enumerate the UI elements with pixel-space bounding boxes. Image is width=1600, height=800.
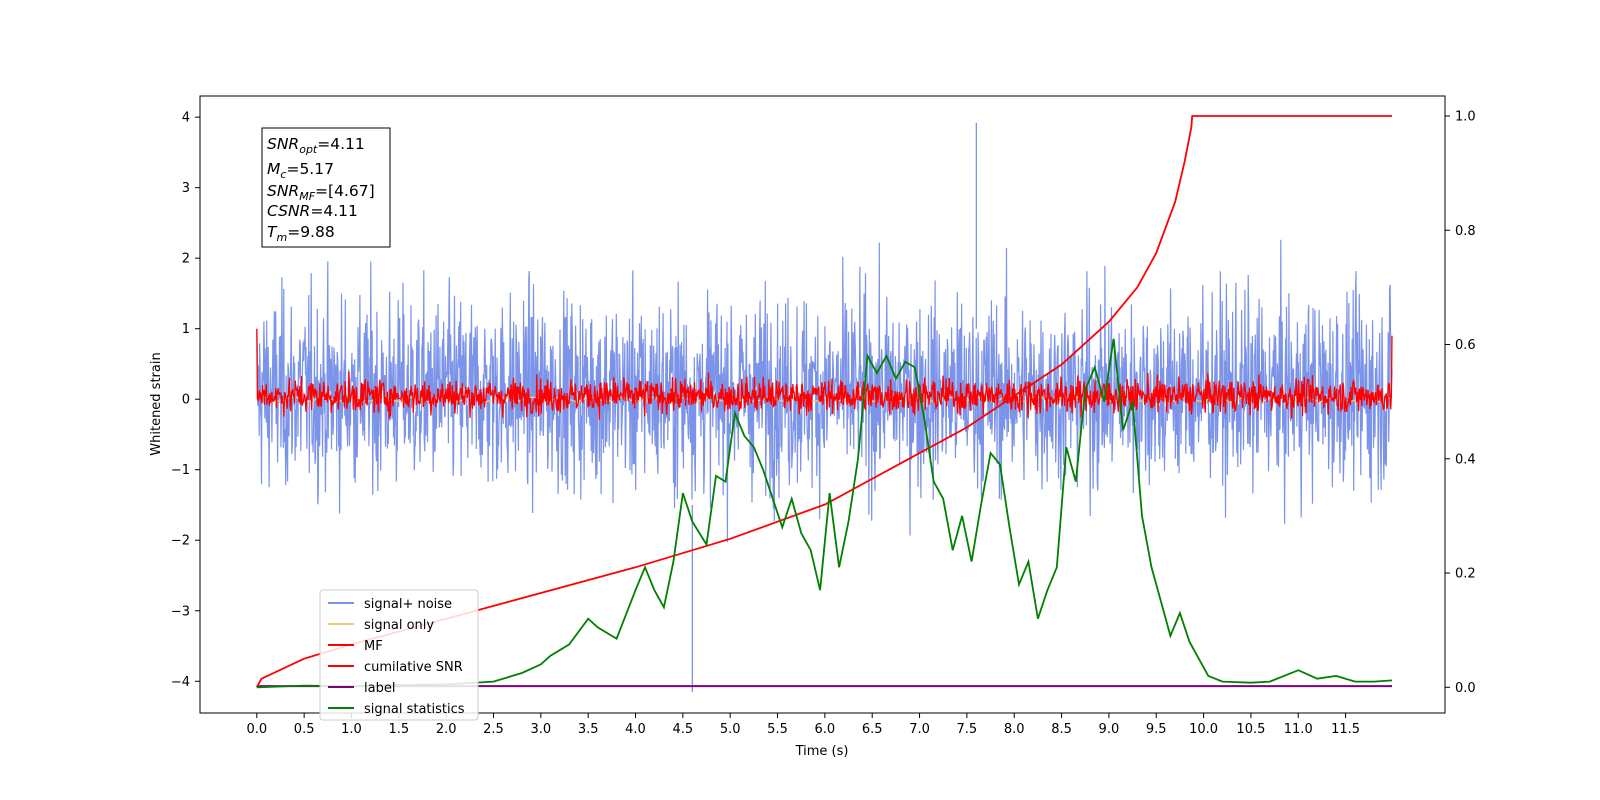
y2-tick-label: 1.0	[1455, 109, 1476, 124]
info-box: SNRopt=4.11 Mc=5.17 SNRMF=[4.67] CSNR=4.…	[261, 127, 391, 248]
info-snr-opt: SNRopt=4.11	[267, 135, 365, 156]
x-tick-label: 4.0	[625, 722, 646, 737]
y2-tick-label: 0.8	[1455, 224, 1476, 239]
x-tick-label: 11.5	[1331, 722, 1360, 737]
x-tick-label: 2.0	[436, 722, 457, 737]
series-mf	[256, 328, 1393, 420]
y2-ticks: 0.0 0.2 0.4 0.6 0.8 1.0	[1445, 109, 1476, 696]
legend-frame	[319, 589, 479, 721]
y2-tick-label: 0.0	[1455, 681, 1476, 696]
y-tick-label: 2	[182, 252, 190, 267]
info-box-frame	[261, 127, 391, 248]
y2-tick-label: 0.2	[1455, 567, 1476, 582]
x-tick-label: 3.0	[530, 722, 551, 737]
y2-tick-label: 0.4	[1455, 452, 1476, 467]
x-tick-label: 3.5	[578, 722, 599, 737]
info-snr-mf: SNRMF=[4.67]	[267, 182, 375, 203]
info-csnr: CSNR=4.11	[267, 202, 358, 220]
y-tick-label: 3	[182, 181, 190, 196]
legend-label-signal-only: signal only	[364, 618, 434, 633]
x-tick-label: 6.5	[862, 722, 883, 737]
x-tick-label: 4.5	[673, 722, 694, 737]
plot-frame	[199, 95, 1446, 714]
x-tick-label: 8.5	[1051, 722, 1072, 737]
x-ticks: 0.0 0.5 1.0 1.5 2.0 2.5 3.0 3.5 4.0 4.5 5.0 5.5 6.0 6…	[246, 713, 1360, 737]
x-axis-label: Time (s)	[795, 744, 849, 759]
x-tick-label: 2.5	[483, 722, 504, 737]
y-tick-label: 4	[182, 111, 190, 126]
x-tick-label: 7.0	[909, 722, 930, 737]
y-axis-label: Whitened strain	[149, 352, 164, 455]
series-signal-statistics	[256, 338, 1393, 689]
series-signal-noise	[256, 239, 1393, 543]
x-tick-label: 9.0	[1099, 722, 1120, 737]
info-mc: Mc=5.17	[267, 160, 334, 181]
info-tm: Tm=9.88	[267, 223, 335, 244]
x-tick-label: 10.0	[1189, 722, 1218, 737]
legend-label-cumulative-snr: cumilative SNR	[364, 660, 463, 675]
y-tick-label: −2	[171, 534, 190, 549]
y-ticks: −4 −3 −2 −1 0 1 2 3 4	[171, 111, 200, 690]
x-tick-label: 5.0	[720, 722, 741, 737]
y-tick-label: 1	[182, 322, 190, 337]
y-tick-label: −4	[171, 675, 190, 690]
x-tick-label: 6.0	[815, 722, 836, 737]
y2-tick-label: 0.6	[1455, 338, 1476, 353]
x-tick-label: 0.5	[294, 722, 315, 737]
legend-label-signal-statistics: signal statistics	[364, 702, 465, 717]
y-tick-label: −1	[171, 463, 190, 478]
legend-label-label: label	[364, 681, 395, 696]
x-tick-label: 1.0	[341, 722, 362, 737]
y-tick-label: 0	[182, 393, 190, 408]
x-tick-label: 0.0	[246, 722, 267, 737]
x-tick-label: 1.5	[388, 722, 409, 737]
legend-label-mf: MF	[364, 639, 383, 654]
x-tick-label: 10.5	[1236, 722, 1265, 737]
x-tick-label: 11.0	[1284, 722, 1313, 737]
legend: signal+ noise signal only MF cumilative …	[319, 589, 479, 721]
x-tick-label: 8.0	[1004, 722, 1025, 737]
x-tick-label: 9.5	[1146, 722, 1167, 737]
y-tick-label: −3	[171, 604, 190, 619]
x-tick-label: 5.5	[767, 722, 788, 737]
x-tick-label: 7.5	[957, 722, 978, 737]
legend-label-signal-noise: signal+ noise	[364, 597, 452, 612]
